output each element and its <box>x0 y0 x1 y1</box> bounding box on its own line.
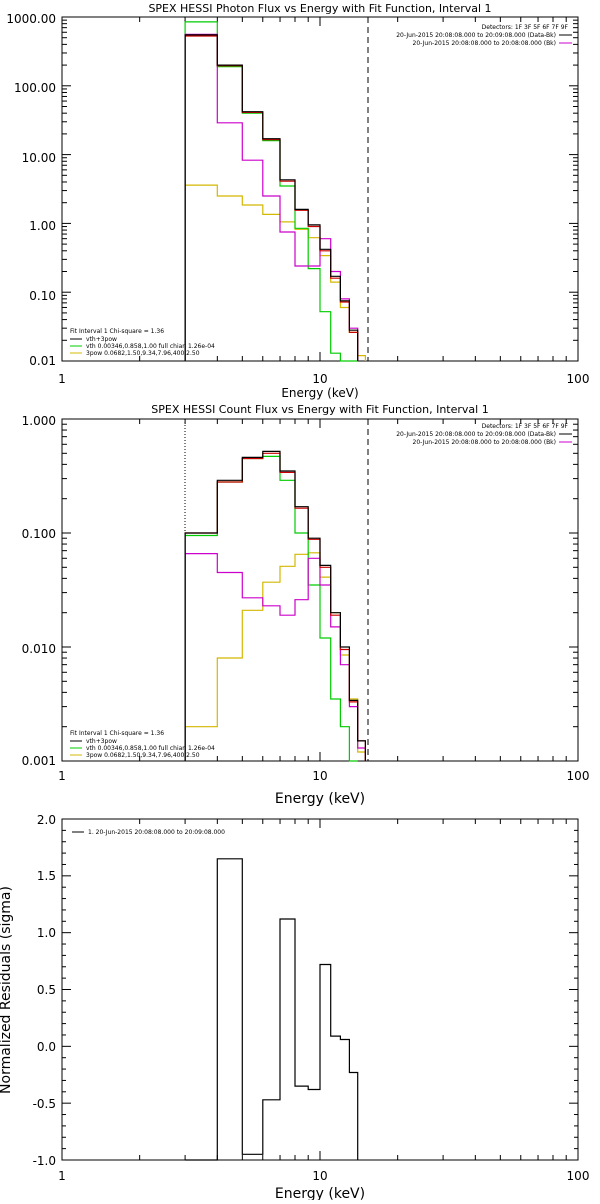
panel-1-title: SPEX HESSI Photon Flux vs Energy with Fi… <box>148 2 491 15</box>
panel-3-xtick-label-2: 100 <box>567 1169 590 1183</box>
series-residuals-line <box>185 858 359 1161</box>
panel-1-legend-bottom-line-0: Fit Interval 1 Chi-square = 1.36 <box>70 328 164 335</box>
series-total-line <box>184 34 359 361</box>
panel-3-ytick-label-1: -0.5 <box>33 1097 56 1111</box>
panel-3-ytick-label-0: -1.0 <box>33 1154 56 1168</box>
panel-1-xtick-label-0: 1 <box>58 372 66 386</box>
panel-3-ytick-label-6: 2.0 <box>37 813 56 827</box>
panel-2-legend-bottom-line-1: vth+3pow <box>86 738 117 745</box>
panel-1-axis-ticks <box>61 16 579 362</box>
panel-residuals: -1.0 -0.5 0.0 0.5 1.0 1.5 2.0 1 10 100 E… <box>0 813 590 1202</box>
series-data-line <box>184 452 366 761</box>
panel-1-legend-bottom-line-2: vth 0.00346,0.858,1.00 full chian 1.26e-… <box>86 343 215 350</box>
panel-2-title: SPEX HESSI Count Flux vs Energy with Fit… <box>151 403 488 416</box>
panel-2-legend-top: Detectors: 1F 3F 5F 6F 7F 9F 20-Jun-2015… <box>396 423 572 446</box>
panel-2-legend-bottom: Fit Interval 1 Chi-square = 1.36 vth+3po… <box>70 730 215 759</box>
panel-1-x-axis-label: Energy (keV) <box>281 386 358 400</box>
panel-2-axis-ticks <box>61 418 579 762</box>
panel-1-series <box>184 21 366 362</box>
panel-photon-flux: SPEX HESSI Photon Flux vs Energy with Fi… <box>6 2 589 400</box>
panel-1-xtick-label-2: 100 <box>567 372 590 386</box>
panel-1-legend-top: Detectors: 1F 3F 5F 6F 7F 9F 20-Jun-2015… <box>396 24 572 47</box>
panel-1-legend-top-line-2: 20-Jun-2015 20:08:08.000 to 20:08:08.000… <box>413 40 556 47</box>
panel-3-series <box>185 858 359 1161</box>
panel-2-legend-bottom-line-0: Fit Interval 1 Chi-square = 1.36 <box>70 730 164 737</box>
panel-1-ytick-label-1: 0.10 <box>29 289 56 303</box>
panel-3-ytick-label-4: 1.0 <box>37 926 56 940</box>
panel-3-ytick-label-3: 0.5 <box>37 983 56 997</box>
series-pow-line <box>184 552 366 761</box>
panel-3-xtick-label-1: 10 <box>312 1169 327 1183</box>
panel-3-ytick-label-2: 0.0 <box>37 1040 56 1054</box>
panel-3-legend-top: 1. 20-Jun-2015 20:08:08.000 to 20:09:08.… <box>72 829 225 836</box>
panel-2-ytick-label-3: 1.000 <box>22 414 56 428</box>
panel-1-ytick-label-2: 1.00 <box>29 219 56 233</box>
panel-3-y-axis-label: Normalized Residuals (sigma) <box>0 886 14 1094</box>
panel-1-xtick-label-1: 10 <box>312 372 327 386</box>
panel-2-series <box>184 450 366 762</box>
panel-3-xtick-label-0: 1 <box>58 1169 66 1183</box>
panel-3-ytick-label-5: 1.5 <box>37 869 56 883</box>
series-vth-line <box>184 455 358 762</box>
panel-2-ytick-label-2: 0.100 <box>22 527 56 541</box>
panel-2-legend-top-line-2: 20-Jun-2015 20:08:08.000 to 20:08:08.000… <box>413 439 556 446</box>
panel-1-ytick-label-4: 100.00 <box>14 81 56 95</box>
panel-1-legend-top-line-0: Detectors: 1F 3F 5F 6F 7F 9F <box>482 24 569 31</box>
panel-2-legend-bottom-line-3: 3pow 0.0682,1.50,9.34,7.96,400,2.50 <box>86 752 200 759</box>
series-bg-line <box>184 553 366 761</box>
series-data-line <box>184 35 359 361</box>
panel-2-legend-bottom-line-2: vth 0.00346,0.858,1.00 full chian 1.26e-… <box>86 745 215 752</box>
panel-2-legend-top-line-0: Detectors: 1F 3F 5F 6F 7F 9F <box>482 423 569 430</box>
panel-2-ytick-label-1: 0.010 <box>22 642 56 656</box>
panel-1-ytick-label-3: 10.00 <box>22 151 56 165</box>
panel-1-legend-bottom: Fit Interval 1 Chi-square = 1.36 vth+3po… <box>70 328 215 357</box>
panel-3-x-axis-label: Energy (keV) <box>275 1186 365 1200</box>
panel-count-flux: SPEX HESSI Count Flux vs Energy with Fit… <box>22 403 590 807</box>
panel-2-xtick-label-2: 100 <box>567 769 590 783</box>
panel-2-x-axis-label: Energy (keV) <box>275 791 365 807</box>
panel-1-legend-bottom-line-1: vth+3pow <box>86 336 117 343</box>
panel-1-ytick-label-5: 1000.00 <box>6 12 56 26</box>
panel-2-xtick-label-0: 1 <box>58 769 66 783</box>
series-pow-line <box>184 184 366 361</box>
series-bg-line <box>184 33 359 361</box>
panel-3-legend-top-line-0: 1. 20-Jun-2015 20:08:08.000 to 20:09:08.… <box>88 829 225 836</box>
panel-1-legend-bottom-line-3: 3pow 0.0682,1.50,9.34,7.96,400,2.50 <box>86 350 200 357</box>
series-vth-line <box>184 21 358 362</box>
panel-2-ytick-label-0: 0.001 <box>22 754 56 768</box>
panel-2-legend-top-line-1: 20-Jun-2015 20:08:08.000 to 20:09:08.000… <box>396 431 556 438</box>
panel-2-xtick-label-1: 10 <box>312 769 327 783</box>
series-total-line <box>184 450 366 761</box>
panel-1-legend-top-line-1: 20-Jun-2015 20:08:08.000 to 20:09:08.000… <box>396 32 556 39</box>
panel-1-ytick-label-0: 0.01 <box>29 354 56 368</box>
